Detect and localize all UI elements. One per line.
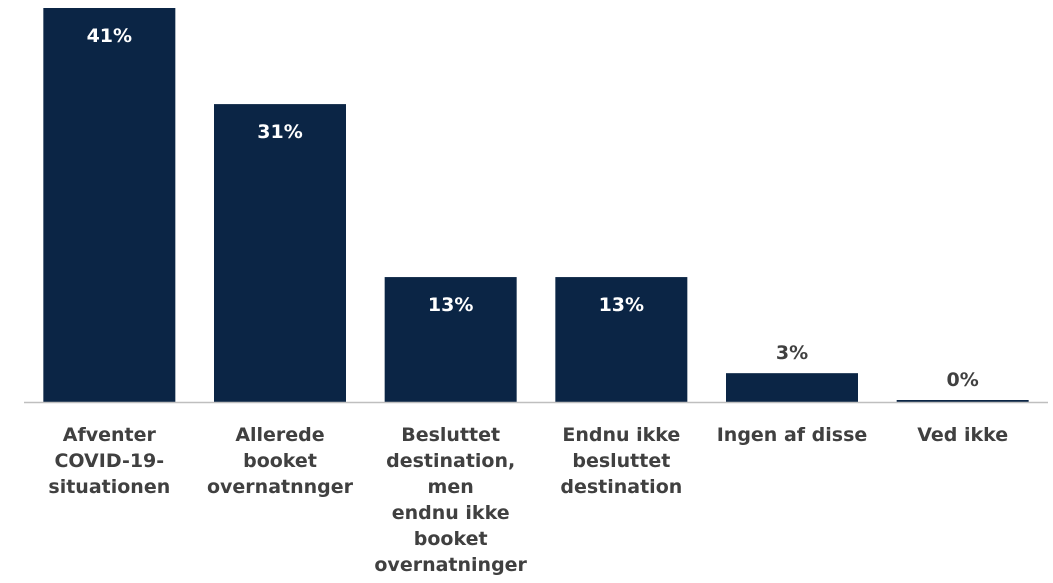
data-label-0: 41% (87, 25, 132, 47)
data-label-2: 13% (428, 294, 473, 316)
data-label-4: 3% (776, 342, 808, 364)
category-label-0: Afventer COVID-19-situationen (48, 424, 170, 498)
bar-1 (214, 104, 346, 402)
bars-group (43, 8, 1029, 402)
bar-4 (726, 373, 858, 402)
bar-3 (555, 277, 688, 402)
category-label-1: Allerede booket overnatnnger (207, 424, 354, 498)
category-label-3: Endnu ikke besluttet destination (560, 424, 682, 498)
labels-group: 41% Afventer COVID-19-situationen 31% Allere… (48, 25, 1008, 576)
category-label-2: Besluttet destination, men endnu ikke booket… (374, 424, 527, 576)
data-label-5: 0% (947, 369, 979, 391)
data-label-3: 13% (599, 294, 644, 316)
category-label-4: Ingen af disse (717, 424, 868, 446)
category-label-5: Ved ikke (917, 424, 1008, 446)
bar-2 (384, 277, 517, 402)
data-label-1: 31% (257, 121, 302, 143)
bar-5 (896, 400, 1029, 402)
bar-0 (43, 8, 176, 402)
